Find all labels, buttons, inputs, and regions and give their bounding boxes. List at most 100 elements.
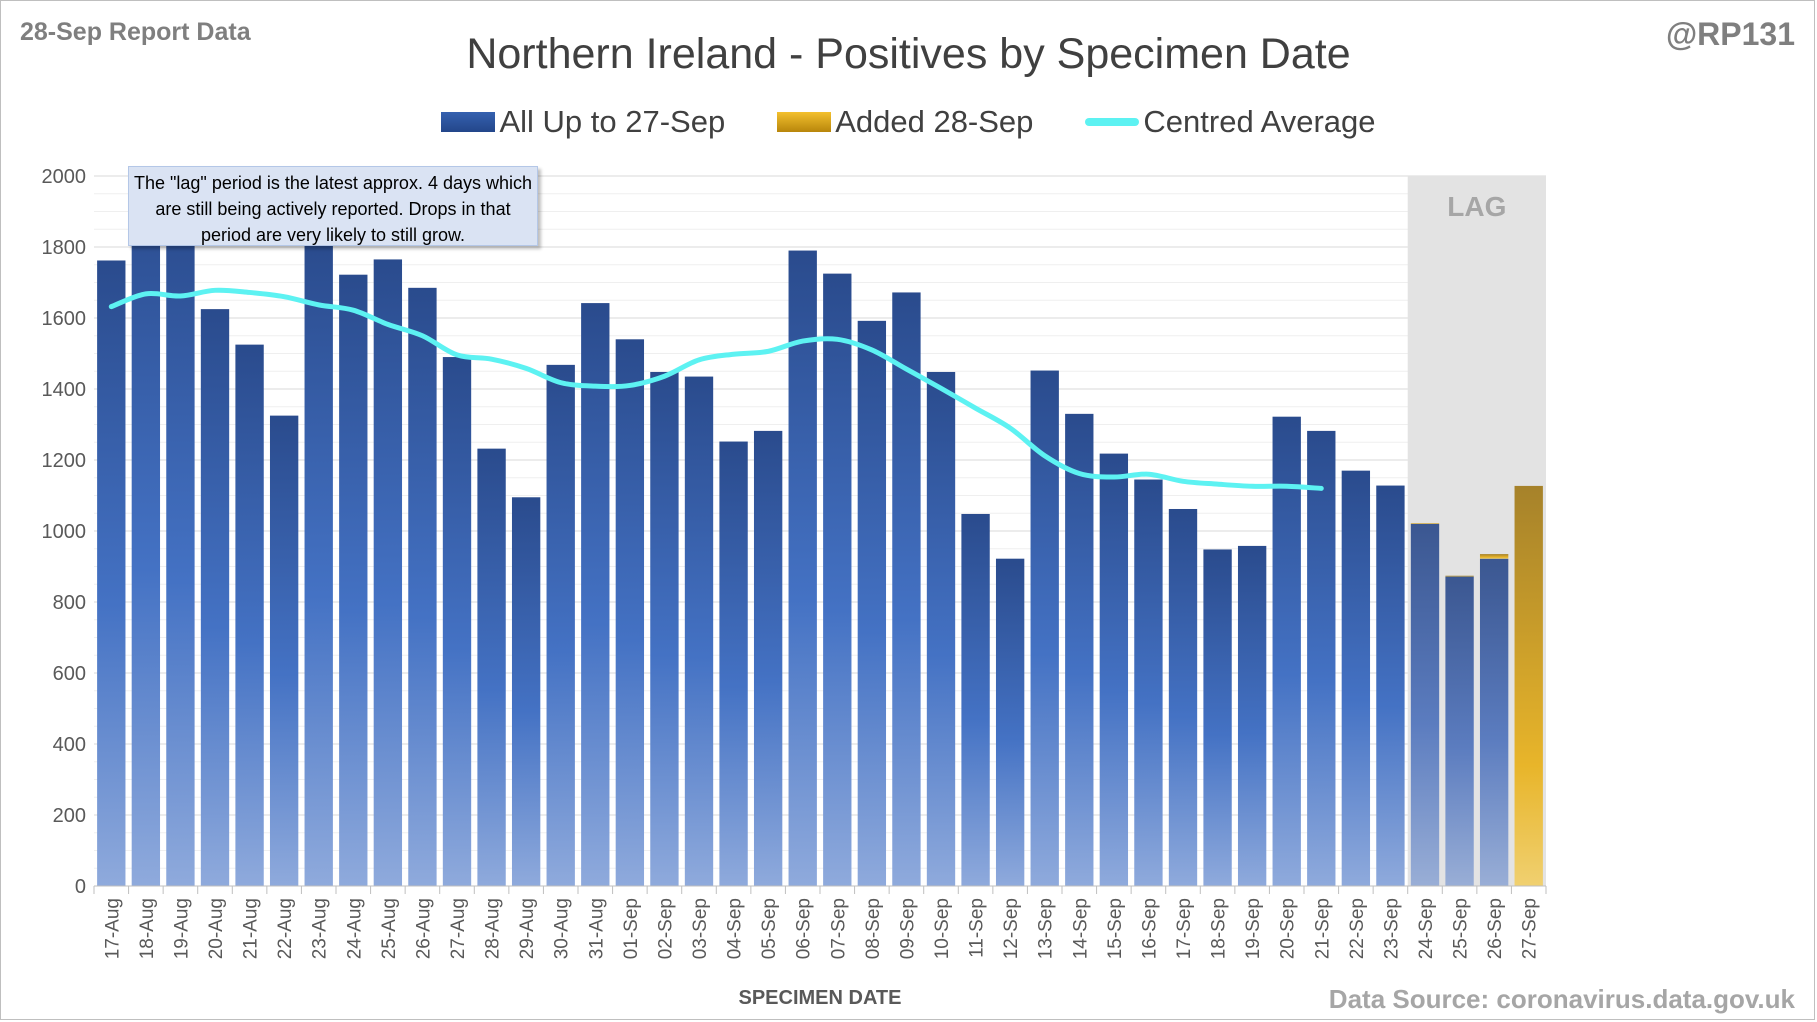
y-tick-label: 600	[53, 663, 86, 685]
x-tick-label: 14-Sep	[1070, 898, 1091, 959]
x-tick-label: 24-Aug	[344, 898, 365, 959]
x-tick-label: 19-Sep	[1243, 898, 1264, 959]
bar-all-up-to-27-sep	[753, 430, 783, 886]
bar-added-28-sep	[1445, 575, 1474, 577]
legend-item-average: Centred Average	[1085, 104, 1376, 140]
x-axis-title: SPECIMEN DATE	[739, 987, 902, 1009]
lag-label: LAG	[1447, 191, 1506, 222]
y-tick-label: 2000	[42, 166, 87, 188]
x-tick-label: 31-Aug	[586, 898, 607, 959]
x-tick-label: 01-Sep	[621, 898, 642, 959]
x-tick-label: 28-Aug	[483, 898, 504, 959]
bar-added-28-sep	[1514, 485, 1543, 886]
x-tick-label: 18-Sep	[1209, 898, 1230, 959]
x-tick-label: 29-Aug	[517, 898, 538, 959]
bar-all-up-to-27-sep	[477, 448, 506, 886]
bar-all-up-to-27-sep	[719, 441, 748, 886]
x-tick-label: 26-Sep	[1485, 898, 1506, 959]
centred-average-line	[108, 287, 1324, 491]
legend-swatch-gold	[777, 112, 832, 132]
x-tick-label: 25-Sep	[1451, 898, 1472, 959]
x-tick-label: 27-Sep	[1520, 898, 1541, 959]
bar-all-up-to-27-sep	[615, 339, 645, 886]
y-tick-label: 400	[53, 734, 86, 756]
x-tick-label: 04-Sep	[725, 898, 746, 959]
bar-all-up-to-27-sep	[1410, 523, 1440, 886]
bar-all-up-to-27-sep	[1307, 430, 1336, 886]
x-tick-label: 24-Sep	[1416, 898, 1437, 959]
bar-all-up-to-27-sep	[442, 357, 472, 886]
lag-note: The "lag" period is the latest approx. 4…	[128, 166, 538, 246]
bar-all-up-to-27-sep	[1237, 545, 1267, 886]
bar-all-up-to-27-sep	[200, 309, 230, 886]
bar-all-up-to-27-sep	[1099, 453, 1129, 886]
author-handle: @RP131	[1665, 16, 1795, 52]
x-tick-label: 23-Sep	[1381, 898, 1402, 959]
x-tick-label: 22-Aug	[275, 898, 296, 959]
bar-all-up-to-27-sep	[1203, 549, 1232, 886]
x-tick-label: 10-Sep	[932, 898, 953, 959]
bar-all-up-to-27-sep	[788, 250, 817, 887]
y-tick-label: 0	[75, 876, 86, 898]
x-tick-label: 03-Sep	[690, 898, 711, 959]
bar-all-up-to-27-sep	[995, 558, 1025, 886]
bar-all-up-to-27-sep	[1479, 558, 1509, 886]
x-tick-label: 08-Sep	[863, 898, 884, 959]
bar-all-up-to-27-sep	[373, 259, 403, 886]
bar-all-up-to-27-sep	[823, 273, 852, 886]
x-tick-label: 05-Sep	[759, 898, 780, 959]
x-tick-label: 18-Aug	[137, 898, 158, 959]
chart-title: Northern Ireland - Positives by Specimen…	[466, 30, 1351, 78]
bar-all-up-to-27-sep	[581, 303, 610, 887]
y-tick-label: 1200	[42, 450, 87, 472]
bar-all-up-to-27-sep	[408, 287, 437, 886]
x-tick-label: 20-Aug	[206, 898, 227, 959]
x-tick-label: 30-Aug	[552, 898, 573, 959]
bar-all-up-to-27-sep	[650, 371, 679, 887]
x-tick-label: 27-Aug	[448, 898, 469, 959]
y-tick-label: 1800	[42, 237, 87, 259]
chart-legend: All Up to 27-Sep Added 28-Sep Centred Av…	[0, 104, 1817, 140]
y-tick-label: 1000	[42, 521, 87, 543]
legend-swatch-line	[1085, 118, 1140, 126]
bar-all-up-to-27-sep	[1341, 470, 1371, 886]
bar-all-up-to-27-sep	[339, 274, 368, 886]
legend-item-added: Added 28-Sep	[777, 104, 1033, 140]
bar-all-up-to-27-sep	[857, 320, 887, 887]
x-tick-label: 02-Sep	[655, 898, 676, 959]
bar-added-28-sep	[1479, 554, 1509, 559]
bar-all-up-to-27-sep	[684, 376, 714, 886]
bar-all-up-to-27-sep	[1134, 479, 1163, 886]
bar-all-up-to-27-sep	[166, 209, 195, 887]
x-tick-label: 21-Sep	[1312, 898, 1333, 959]
legend-swatch-blue	[441, 112, 496, 132]
bar-all-up-to-27-sep	[511, 497, 541, 886]
x-tick-label: 19-Aug	[171, 898, 192, 959]
bar-added-28-sep	[1410, 523, 1440, 524]
bar-all-up-to-27-sep	[926, 371, 956, 887]
x-tick-label: 17-Sep	[1174, 898, 1195, 959]
data-source: Data Source: coronavirus.data.gov.uk	[1328, 984, 1795, 1014]
legend-item-all: All Up to 27-Sep	[441, 104, 725, 140]
y-tick-label: 1400	[42, 379, 87, 401]
x-tick-label: 23-Aug	[310, 898, 331, 959]
bar-all-up-to-27-sep	[1272, 416, 1301, 886]
x-tick-label: 25-Aug	[379, 898, 400, 959]
bar-all-up-to-27-sep	[1065, 413, 1094, 886]
y-tick-label: 1600	[42, 308, 87, 330]
bar-all-up-to-27-sep	[892, 292, 921, 886]
x-tick-label: 07-Sep	[828, 898, 849, 959]
x-tick-label: 09-Sep	[897, 898, 918, 959]
x-tick-label: 21-Aug	[241, 898, 262, 959]
y-tick-label: 200	[53, 805, 86, 827]
report-label: 28-Sep Report Data	[20, 18, 251, 46]
bar-all-up-to-27-sep	[961, 513, 990, 886]
x-tick-label: 17-Aug	[102, 898, 123, 959]
x-tick-label: 20-Sep	[1278, 898, 1299, 959]
legend-label-added: Added 28-Sep	[835, 104, 1034, 139]
bar-all-up-to-27-sep	[131, 181, 161, 886]
x-tick-label: 06-Sep	[794, 898, 815, 959]
bar-all-up-to-27-sep	[1168, 508, 1198, 886]
